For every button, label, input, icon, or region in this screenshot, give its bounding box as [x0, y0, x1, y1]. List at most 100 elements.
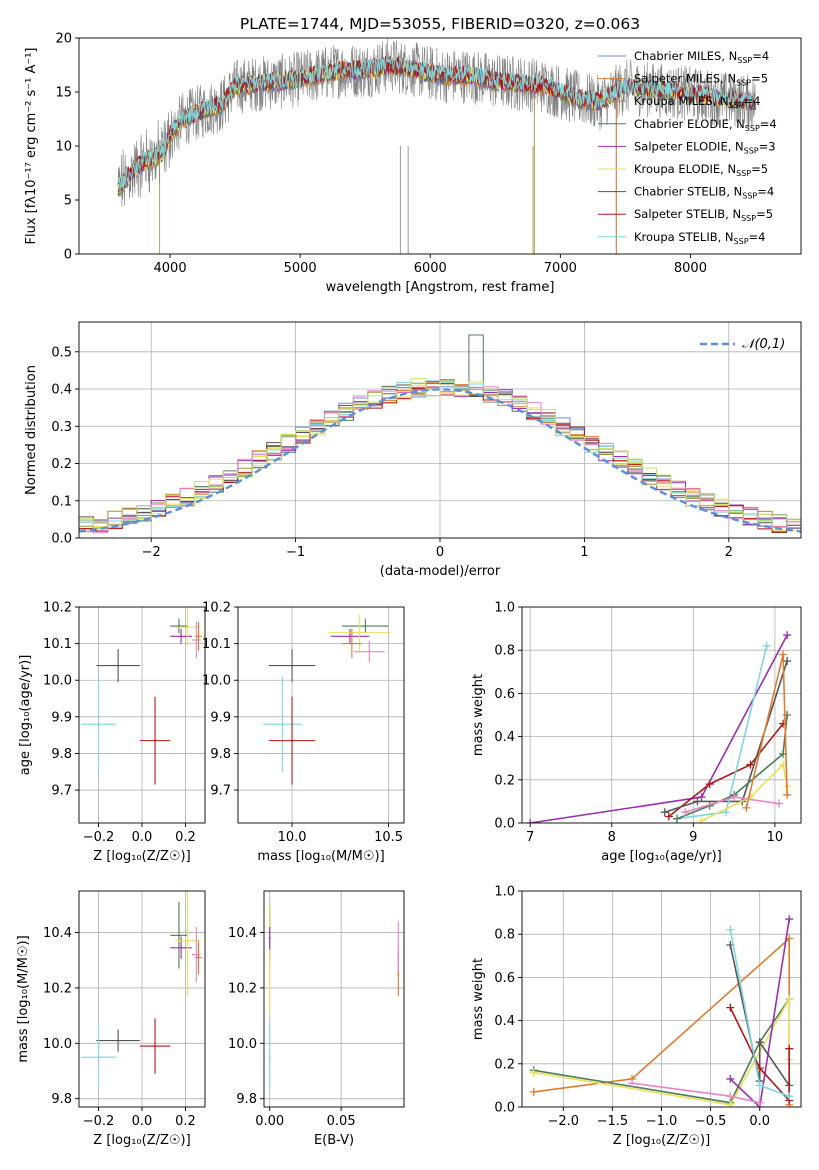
- y-tick-label: 10.1: [43, 637, 72, 652]
- data-point: [186, 626, 189, 629]
- data-marker: [785, 1044, 794, 1053]
- data-point: [348, 635, 351, 638]
- legend-label: Kroupa STELIB, NSSP=4: [634, 230, 765, 246]
- plot-area: [522, 607, 801, 823]
- data-point: [117, 664, 120, 667]
- data-point: [197, 956, 200, 959]
- x-tick-label: −1.0: [646, 1114, 678, 1129]
- data-marker: [705, 780, 714, 789]
- data-point: [358, 631, 361, 634]
- y-tick-label: 0.1: [51, 494, 72, 509]
- data-point: [180, 946, 183, 949]
- legend-label: Chabrier MILES, NSSP=4: [634, 49, 769, 65]
- x-axis-label: wavelength [Angstrom, rest frame]: [326, 280, 555, 295]
- plot-area: [117, 38, 756, 254]
- data-point: [154, 739, 157, 742]
- legend-label: Salpeter ELODIE, NSSP=3: [634, 139, 776, 155]
- y-tick-label: 10.1: [202, 637, 231, 652]
- y-tick-label: 10.0: [228, 1037, 257, 1052]
- data-marker: [697, 793, 706, 802]
- y-tick-label: 15: [55, 86, 72, 101]
- data-marker: [742, 803, 751, 812]
- series-line-salpeter_stelib: [668, 723, 784, 818]
- x-tick-label: 8000: [674, 261, 707, 276]
- series-line-salpeter_stelib: [729, 1007, 790, 1103]
- y-tick-label: 1.0: [494, 601, 515, 616]
- y-tick-label: 9.8: [51, 1092, 72, 1107]
- x-tick-label: 7: [526, 830, 534, 845]
- data-marker: [697, 816, 706, 823]
- y-tick-label: 0.6: [494, 971, 515, 986]
- legend: Chabrier MILES, NSSP=4 Salpeter MILES, NS…: [598, 49, 777, 246]
- x-tick-label: 8: [608, 830, 616, 845]
- y-tick-label: 0.2: [494, 773, 515, 788]
- x-tick-label: 10: [767, 830, 784, 845]
- plot-area: [79, 322, 801, 538]
- y-tick-label: 10.0: [43, 1037, 72, 1052]
- plot-area: [238, 607, 404, 823]
- x-tick-label: 0.0: [749, 1114, 770, 1129]
- panel-residuals: −2 −1 0 1 2 0.0 0.1 0.2 0.3 0.4 0.5 (data-model)/er…: [24, 321, 802, 579]
- legend-label: 𝒩(0,1): [742, 337, 785, 352]
- data-point: [97, 723, 100, 726]
- x-tick-label: 5000: [284, 261, 317, 276]
- data-point: [291, 739, 294, 742]
- legend-label: Kroupa MILES, NSSP=4: [634, 94, 760, 110]
- panel-age_vs_Z: −0.2 0.0 0.2 9.7 9.8 9.9 10.0 10.1 10.2 Z [log₁₀(…: [18, 601, 206, 864]
- y-tick-label: 0.0: [494, 1101, 515, 1116]
- data-marker: [693, 797, 702, 806]
- y-tick-label: 0.0: [494, 817, 515, 832]
- panel-age_vs_mass: 10.0 10.5 9.7 9.8 9.9 10.0 10.1 10.2 mass [log₁₀…: [202, 601, 405, 864]
- data-marker: [746, 760, 755, 769]
- data-marker: [755, 1098, 764, 1107]
- y-tick-label: 9.8: [236, 1092, 257, 1107]
- data-point: [268, 937, 271, 940]
- data-point: [97, 1056, 100, 1059]
- data-point: [291, 664, 294, 667]
- y-tick-label: 10.2: [202, 601, 231, 616]
- panel-mass_vs_Z: −0.2 0.0 0.2 9.8 10.0 10.2 10.4 Z [log₁₀(Z/Z☉)]…: [16, 890, 206, 1148]
- data-point: [195, 638, 198, 641]
- series-line-salpeter_elodie: [530, 634, 788, 823]
- x-axis-label: Z [log₁₀(Z/Z☉)]: [613, 1133, 710, 1148]
- x-tick-label: 0.0: [132, 830, 153, 845]
- data-marker: [783, 790, 792, 799]
- data-point: [350, 642, 353, 645]
- y-axis-label: mass weight: [471, 674, 486, 756]
- y-axis-label: age [log₁₀(age/yr)]: [18, 655, 33, 776]
- x-axis-label: age [log₁₀(age/yr)]: [601, 849, 722, 864]
- plot-area: [264, 891, 404, 1107]
- model-spectrum-kroupa_stelib: [117, 55, 756, 191]
- x-tick-label: −1: [286, 545, 305, 560]
- y-tick-label: 9.9: [210, 710, 231, 725]
- panel-mass_vs_ebv: 0.00 0.05 9.8 10.0 10.2 10.4 E(B-V): [228, 890, 405, 1148]
- x-tick-label: −2.0: [547, 1114, 579, 1129]
- legend-label: Salpeter STELIB, NSSP=5: [634, 207, 773, 223]
- y-tick-label: 9.7: [210, 784, 231, 799]
- x-tick-label: 2: [725, 545, 733, 560]
- y-tick-label: 0.8: [494, 928, 515, 943]
- data-point: [368, 650, 371, 653]
- series-line-kroupa_stelib: [676, 645, 768, 820]
- series-line-kroupa_elodie: [701, 763, 788, 822]
- data-marker: [755, 1038, 764, 1047]
- data-marker: [785, 1092, 794, 1101]
- y-tick-label: 0.3: [51, 420, 72, 435]
- legend-label: Chabrier ELODIE, NSSP=4: [634, 117, 777, 133]
- normal-reference-curve: [79, 388, 801, 533]
- y-tick-label: 0.4: [494, 1014, 515, 1029]
- plot-area: [79, 891, 205, 1107]
- data-marker: [726, 1074, 735, 1083]
- x-axis-label: Z [log₁₀(Z/Z☉)]: [93, 849, 190, 864]
- data-marker: [529, 1068, 538, 1077]
- y-tick-label: 10.0: [43, 674, 72, 689]
- data-marker: [783, 657, 792, 665]
- data-point: [177, 625, 180, 628]
- axes-frame: [237, 606, 405, 824]
- y-tick-label: 5: [64, 194, 72, 209]
- y-tick-label: 9.9: [51, 710, 72, 725]
- data-marker: [726, 925, 735, 934]
- series-line-chabrier_stelib: [729, 944, 790, 1086]
- x-axis-label: (data-model)/error: [380, 564, 501, 579]
- y-axis-label: Normed distribution: [24, 365, 39, 495]
